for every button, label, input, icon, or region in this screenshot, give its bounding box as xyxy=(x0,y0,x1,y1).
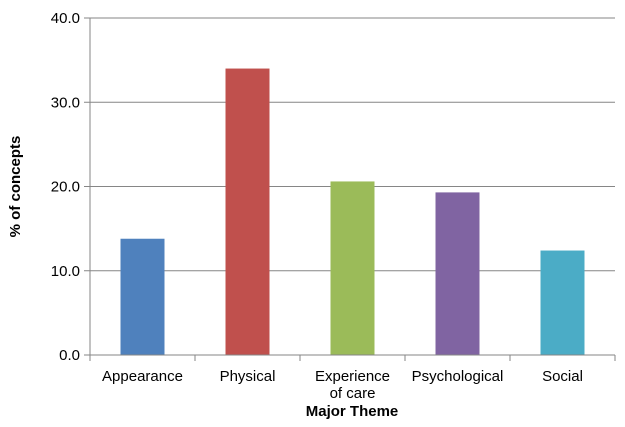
bar xyxy=(435,192,480,355)
bar xyxy=(540,250,585,355)
x-tick-label: Appearance xyxy=(102,368,183,385)
x-tick-label: Psychological xyxy=(412,368,504,385)
y-tick-label: 30.0 xyxy=(51,94,80,111)
bars xyxy=(120,68,585,356)
x-tick-labels: Appearance Physical Experience of care Psych… xyxy=(102,368,583,402)
x-tick-label: Physical xyxy=(220,368,276,385)
bar xyxy=(225,68,270,356)
x-tick-label: Social xyxy=(542,368,583,385)
y-tick-label: 20.0 xyxy=(51,179,80,196)
bar xyxy=(120,238,165,355)
y-axis-title: % of concepts xyxy=(7,136,24,238)
x-axis-title: Major Theme xyxy=(306,403,399,420)
y-tick-label: 0.0 xyxy=(59,347,80,364)
y-ticks: 0.0 10.0 20.0 30.0 40.0 xyxy=(51,10,90,364)
x-ticks xyxy=(89,355,616,361)
y-tick-label: 40.0 xyxy=(51,10,80,27)
bar xyxy=(330,181,375,355)
y-tick-label: 10.0 xyxy=(51,263,80,280)
x-tick-label: Experience of care xyxy=(315,368,390,402)
